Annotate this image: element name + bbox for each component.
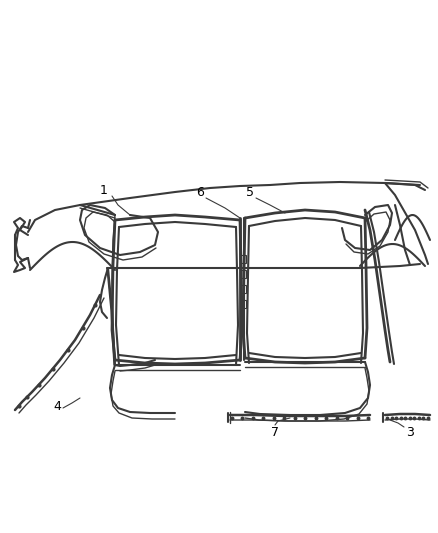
Bar bbox=[241, 270, 246, 278]
Bar bbox=[241, 285, 246, 293]
Text: 6: 6 bbox=[196, 185, 204, 198]
Text: 4: 4 bbox=[53, 400, 61, 414]
Text: 7: 7 bbox=[271, 425, 279, 439]
Text: 5: 5 bbox=[246, 185, 254, 198]
Bar bbox=[241, 300, 246, 308]
Bar bbox=[241, 255, 246, 263]
Text: 3: 3 bbox=[406, 425, 414, 439]
Text: 1: 1 bbox=[100, 183, 108, 197]
